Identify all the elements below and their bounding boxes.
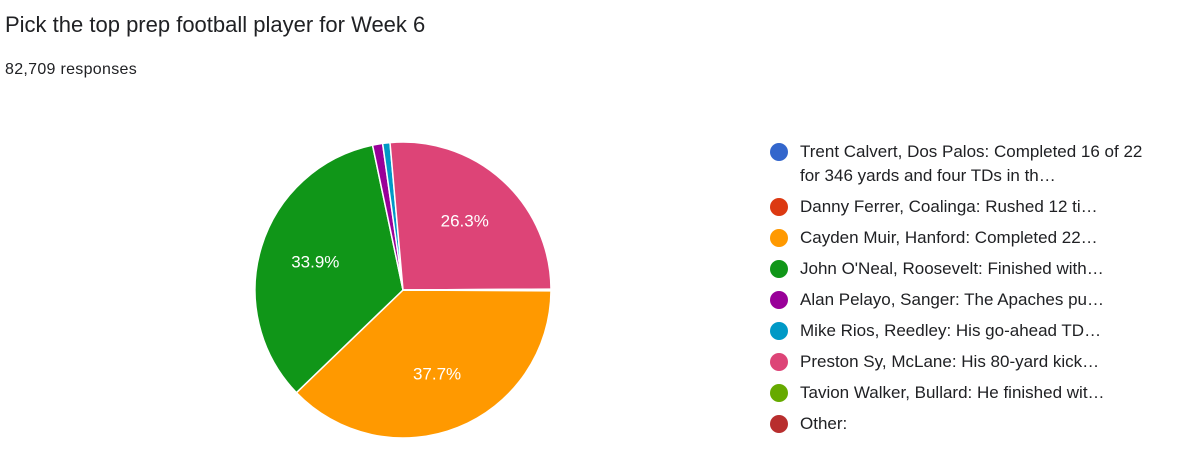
slice-label: 37.7% (413, 365, 461, 384)
legend-swatch (770, 198, 788, 216)
slice-label: 26.3% (441, 212, 489, 231)
legend-item: Other: (768, 412, 1155, 436)
legend-item: Cayden Muir, Hanford: Completed 22… (768, 226, 1155, 250)
pie-slice (295, 289, 552, 439)
legend-item: Alan Pelayo, Sanger: The Apaches pu… (768, 288, 1155, 312)
legend-swatch (770, 143, 788, 161)
pie-slice (254, 144, 404, 394)
legend-swatch (770, 384, 788, 402)
legend-label: Other: (800, 414, 848, 433)
legend-swatch (770, 415, 788, 433)
legend-item: Danny Ferrer, Coalinga: Rushed 12 ti… (768, 195, 1155, 219)
chart-title: Pick the top prep football player for We… (5, 12, 426, 37)
legend-swatch (770, 291, 788, 309)
pie-chart: 37.7% 33.9% 26.3% (254, 141, 552, 439)
legend-swatch (770, 229, 788, 247)
response-count: 82,709 responses (5, 61, 138, 78)
legend-swatch (770, 353, 788, 371)
legend-swatch (770, 260, 788, 278)
legend-label: John O'Neal, Roosevelt: Finished with… (800, 259, 1104, 278)
legend-label: Cayden Muir, Hanford: Completed 22… (800, 228, 1098, 247)
legend-item: Preston Sy, McLane: His 80-yard kick… (768, 350, 1155, 374)
legend: Trent Calvert, Dos Palos: Completed 16 o… (768, 140, 1168, 443)
legend-label: Tavion Walker, Bullard: He finished wit… (800, 383, 1105, 402)
legend-label: Trent Calvert, Dos Palos: Completed 16 o… (800, 142, 1143, 185)
pie-slice (389, 141, 552, 291)
legend-swatch (770, 322, 788, 340)
legend-item: John O'Neal, Roosevelt: Finished with… (768, 257, 1155, 281)
legend-item: Trent Calvert, Dos Palos: Completed 16 o… (768, 140, 1155, 188)
legend-label: Danny Ferrer, Coalinga: Rushed 12 ti… (800, 197, 1098, 216)
legend-label: Mike Rios, Reedley: His go-ahead TD… (800, 321, 1102, 340)
legend-label: Preston Sy, McLane: His 80-yard kick… (800, 352, 1100, 371)
legend-label: Alan Pelayo, Sanger: The Apaches pu… (800, 290, 1104, 309)
legend-item: Tavion Walker, Bullard: He finished wit… (768, 381, 1155, 405)
legend-item: Mike Rios, Reedley: His go-ahead TD… (768, 319, 1155, 343)
slice-label: 33.9% (291, 253, 339, 272)
